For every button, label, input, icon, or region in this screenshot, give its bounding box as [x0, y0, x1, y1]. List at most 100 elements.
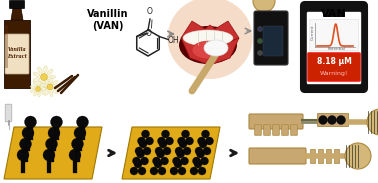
Circle shape — [139, 140, 147, 148]
Circle shape — [152, 157, 161, 165]
Ellipse shape — [47, 80, 53, 85]
Ellipse shape — [50, 77, 53, 83]
Circle shape — [174, 160, 182, 168]
Circle shape — [166, 137, 174, 145]
Circle shape — [192, 157, 200, 165]
Text: Potential: Potential — [328, 46, 346, 51]
Polygon shape — [23, 148, 28, 162]
Ellipse shape — [38, 67, 42, 73]
Circle shape — [195, 147, 203, 155]
Circle shape — [156, 150, 164, 158]
Circle shape — [17, 149, 29, 161]
Circle shape — [198, 167, 206, 175]
Circle shape — [197, 137, 206, 145]
FancyBboxPatch shape — [310, 20, 358, 51]
Text: O: O — [147, 7, 153, 16]
Polygon shape — [26, 137, 30, 151]
Polygon shape — [73, 159, 77, 173]
Circle shape — [327, 115, 336, 124]
Ellipse shape — [253, 0, 275, 12]
FancyBboxPatch shape — [307, 12, 361, 84]
Circle shape — [200, 157, 209, 165]
Circle shape — [163, 147, 171, 155]
Circle shape — [257, 27, 262, 31]
Ellipse shape — [41, 83, 46, 86]
FancyBboxPatch shape — [263, 26, 283, 56]
Ellipse shape — [179, 26, 237, 64]
FancyBboxPatch shape — [282, 125, 288, 135]
Circle shape — [133, 157, 141, 165]
Circle shape — [257, 38, 262, 44]
Circle shape — [130, 167, 138, 175]
Circle shape — [51, 116, 62, 128]
Ellipse shape — [40, 84, 44, 87]
Circle shape — [141, 157, 149, 165]
Polygon shape — [122, 127, 220, 179]
FancyBboxPatch shape — [291, 125, 297, 135]
Text: OH: OH — [167, 36, 179, 45]
Circle shape — [178, 137, 186, 145]
Ellipse shape — [40, 91, 44, 94]
Ellipse shape — [167, 0, 253, 79]
Polygon shape — [181, 21, 239, 41]
Ellipse shape — [41, 88, 46, 91]
Text: Vanillin
(VAN): Vanillin (VAN) — [87, 9, 129, 31]
Circle shape — [40, 74, 48, 81]
Ellipse shape — [54, 85, 60, 89]
Circle shape — [69, 149, 81, 161]
FancyBboxPatch shape — [273, 125, 279, 135]
Polygon shape — [11, 8, 23, 20]
Circle shape — [181, 130, 189, 138]
Circle shape — [45, 138, 57, 150]
Polygon shape — [334, 149, 339, 163]
Circle shape — [190, 167, 198, 175]
Circle shape — [175, 147, 183, 155]
Ellipse shape — [48, 75, 56, 79]
Circle shape — [186, 137, 194, 145]
Circle shape — [170, 167, 178, 175]
Ellipse shape — [38, 92, 40, 97]
Ellipse shape — [33, 72, 40, 76]
Polygon shape — [4, 20, 30, 88]
Ellipse shape — [41, 88, 46, 90]
FancyBboxPatch shape — [264, 125, 270, 135]
Polygon shape — [326, 149, 331, 163]
Circle shape — [48, 127, 60, 139]
FancyBboxPatch shape — [5, 104, 12, 122]
Ellipse shape — [367, 109, 378, 135]
Circle shape — [199, 140, 207, 148]
Circle shape — [197, 150, 204, 158]
Ellipse shape — [50, 91, 53, 97]
Polygon shape — [181, 38, 239, 65]
Circle shape — [150, 167, 158, 175]
Circle shape — [138, 137, 146, 145]
Ellipse shape — [204, 40, 228, 56]
Circle shape — [136, 150, 144, 158]
Circle shape — [47, 84, 53, 90]
FancyBboxPatch shape — [5, 34, 29, 74]
Ellipse shape — [45, 79, 48, 84]
Polygon shape — [318, 149, 323, 163]
Circle shape — [257, 51, 262, 55]
Ellipse shape — [45, 90, 48, 96]
Circle shape — [138, 167, 146, 175]
Circle shape — [143, 147, 151, 155]
Circle shape — [71, 138, 84, 150]
Ellipse shape — [30, 89, 35, 92]
FancyBboxPatch shape — [249, 148, 306, 164]
Ellipse shape — [43, 81, 47, 88]
Circle shape — [76, 116, 88, 128]
Circle shape — [134, 160, 142, 168]
Polygon shape — [78, 137, 82, 151]
Ellipse shape — [43, 66, 47, 73]
Ellipse shape — [53, 89, 58, 94]
Text: 8.18 μM: 8.18 μM — [316, 57, 352, 66]
Polygon shape — [81, 126, 85, 140]
Circle shape — [336, 115, 345, 124]
Polygon shape — [47, 159, 51, 173]
Polygon shape — [54, 126, 59, 140]
Ellipse shape — [38, 81, 42, 87]
Circle shape — [206, 137, 214, 145]
Circle shape — [22, 127, 34, 139]
Circle shape — [181, 157, 189, 165]
